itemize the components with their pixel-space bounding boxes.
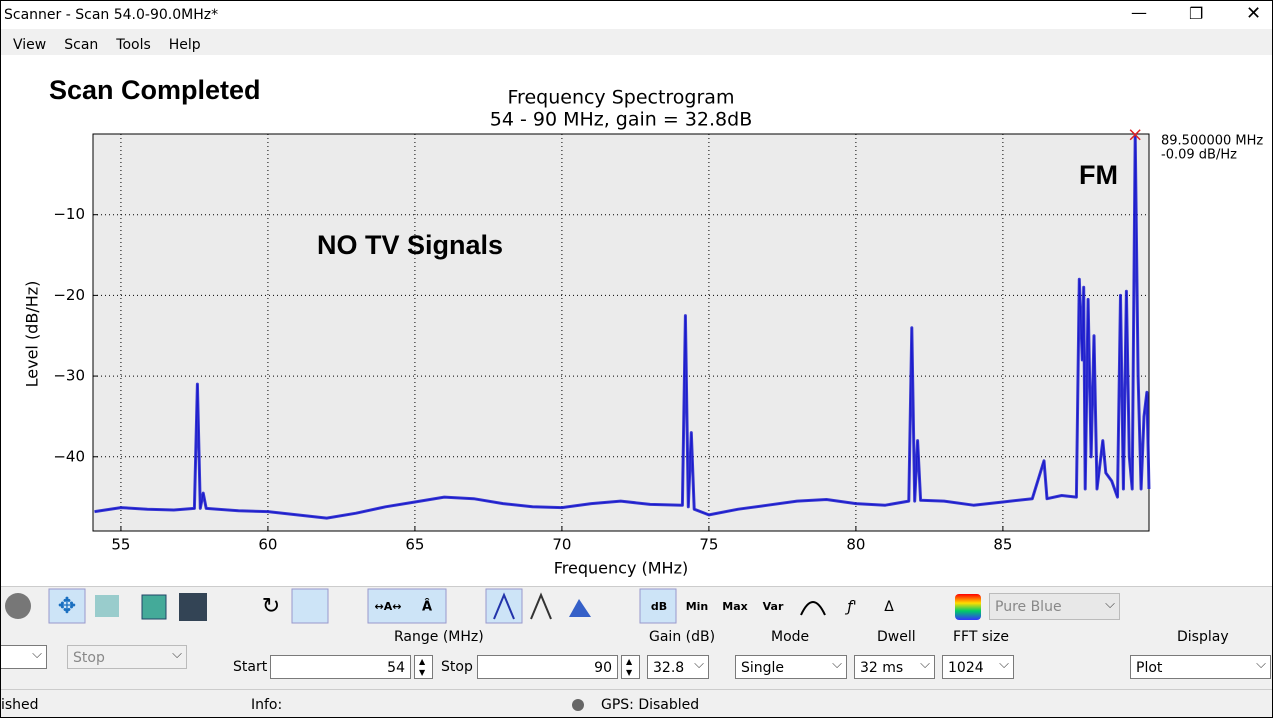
gain-select[interactable]: 32.8	[647, 653, 709, 679]
annotation: FM	[1079, 160, 1118, 190]
x-tick-label: 75	[699, 536, 718, 554]
minimize-button[interactable]: —	[1131, 3, 1147, 22]
close-button[interactable]: ✕	[1246, 3, 1262, 24]
x-axis-label: Frequency (MHz)	[554, 559, 688, 578]
status-bar: ished Info: GPS: Disabled	[1, 689, 1272, 717]
menu-item[interactable]: Tools	[116, 37, 151, 53]
icon[interactable]	[639, 588, 677, 624]
display-label: Display	[1177, 629, 1229, 645]
icon[interactable]	[141, 594, 167, 620]
y-tick-label: −30	[53, 367, 85, 385]
scan-status: Scan Completed	[49, 75, 261, 105]
controls-panel: Stop Range (MHz) Start 54 ▲▼ Stop 90 ▲▼ …	[1, 626, 1272, 689]
spectrum-line-core	[94, 134, 1150, 519]
start-label: Start	[233, 659, 268, 675]
y-tick-label: −20	[53, 286, 85, 304]
chart: Scan Completed Frequency Spectrogram 54 …	[1, 55, 1272, 586]
x-tick-label: 60	[258, 536, 277, 554]
icon[interactable]	[800, 601, 826, 616]
info-text: Info:	[251, 697, 283, 713]
stop-input[interactable]: 90	[477, 655, 618, 679]
annotation: NO TV Signals	[317, 230, 503, 260]
mode-select[interactable]: Single	[735, 653, 847, 679]
dwell-select[interactable]: 32 ms	[854, 653, 935, 679]
icon[interactable]	[179, 593, 207, 621]
y-axis-label: Level (dB/Hz)	[23, 281, 42, 388]
icon: ✥	[58, 594, 76, 619]
status-text: ished	[1, 697, 39, 713]
icon	[493, 592, 515, 620]
x-tick-label: 70	[552, 536, 571, 554]
icon: Â	[422, 599, 432, 615]
dwell-label: Dwell	[877, 629, 916, 645]
icon[interactable]	[367, 588, 447, 624]
spin-button[interactable]: ▲ ▼	[414, 655, 433, 679]
peak-frequency: 89.500000 MHz	[1161, 134, 1263, 149]
peak-level: -0.09 dB/Hz	[1161, 148, 1237, 163]
icon[interactable]	[955, 594, 981, 620]
stop-button[interactable]: Stop	[67, 643, 187, 669]
icon[interactable]: Δ	[884, 599, 894, 615]
toolbar-button[interactable]: Var	[763, 600, 784, 613]
plot-area	[92, 133, 1150, 532]
toolbar-button[interactable]: Min	[686, 600, 709, 613]
menu-item[interactable]: View	[13, 37, 47, 53]
y-tick-label: −10	[53, 205, 85, 223]
toolbar-button[interactable]: dB	[651, 600, 667, 613]
icon[interactable]	[48, 588, 86, 624]
title-bar: Scanner - Scan 54.0-90.0MHz* — ❐ ✕	[1, 1, 1272, 29]
gps-indicator	[572, 699, 584, 711]
mode-label: Mode	[771, 629, 810, 645]
range-label: Range (MHz)	[394, 629, 484, 645]
start-input[interactable]: 54	[270, 655, 411, 679]
icon[interactable]	[291, 588, 329, 624]
fft-label: FFT size	[953, 629, 1010, 645]
toolbar: ✥ ↻ ↔A↔ Â ƒ' Δ dB Min Max Var Pure Blue	[1, 586, 1272, 627]
menu-item[interactable]: Scan	[64, 37, 99, 53]
toolbar-icons: ✥ ↻ ↔A↔ Â ƒ' Δ dB Min Max Var	[5, 588, 981, 624]
icon[interactable]	[530, 592, 552, 620]
x-tick-label: 80	[846, 536, 865, 554]
dropdown[interactable]	[1, 643, 47, 669]
peak-marker	[1129, 129, 1141, 141]
restore-button[interactable]: ❐	[1189, 4, 1204, 23]
fft-select[interactable]: 1024	[942, 653, 1014, 679]
spin-button[interactable]: ▲ ▼	[621, 655, 640, 679]
toolbar-button[interactable]: Max	[722, 600, 747, 613]
icon[interactable]: ↻	[262, 594, 280, 619]
icon[interactable]	[569, 599, 591, 617]
icon: ↔A↔	[375, 600, 402, 613]
menu-item[interactable]: Help	[168, 37, 201, 53]
icon[interactable]	[95, 595, 119, 617]
x-tick-label: 55	[111, 536, 130, 554]
gain-label: Gain (dB)	[649, 629, 716, 645]
display-select[interactable]: Plot	[1130, 653, 1271, 679]
icon[interactable]	[5, 593, 31, 619]
x-tick-label: 85	[993, 536, 1012, 554]
icon[interactable]: ƒ'	[844, 598, 856, 616]
colormap-select[interactable]: Pure Blue	[989, 591, 1120, 620]
window-title: Scanner - Scan 54.0-90.0MHz*	[4, 7, 219, 23]
chart-title: Frequency Spectrogram	[508, 87, 735, 109]
chart-subtitle: 54 - 90 MHz, gain = 32.8dB	[490, 109, 752, 131]
y-tick-label: −40	[53, 447, 85, 465]
gps-status: GPS: Disabled	[601, 697, 700, 713]
stop-label: Stop	[441, 659, 473, 675]
x-tick-label: 65	[405, 536, 424, 554]
menu-bar: View Scan Tools Help	[13, 34, 219, 53]
